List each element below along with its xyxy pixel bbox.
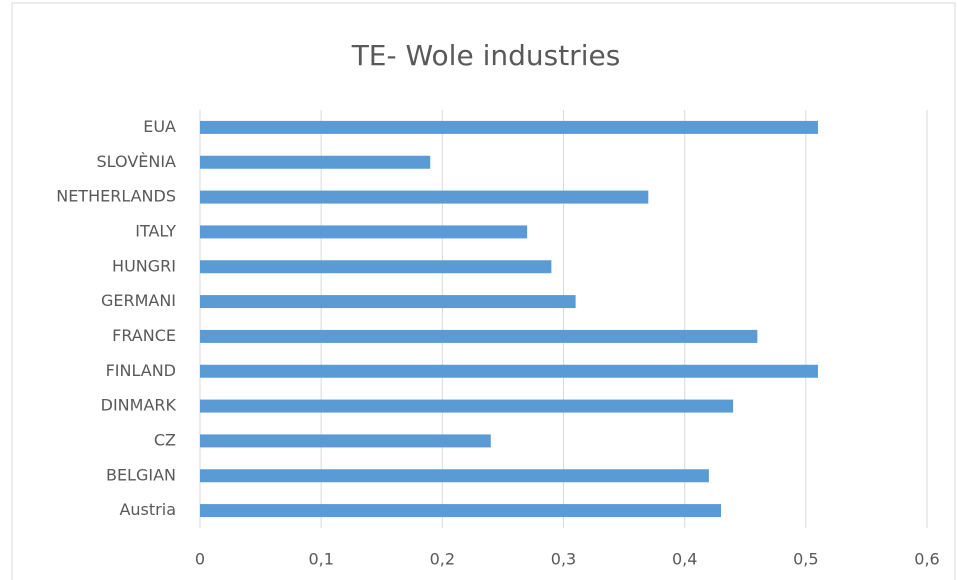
bar [200,155,431,169]
y-tick-label: NETHERLANDS [56,187,176,206]
chart-title: TE- Wole industries [351,39,621,72]
chart-frame [11,2,956,580]
y-tick-label: FRANCE [112,326,176,345]
y-tick-label: GERMANI [101,291,176,310]
bar [200,190,649,204]
bar [200,469,709,483]
x-tick-label: 0,6 [914,550,939,569]
bar [200,504,722,518]
bar [200,364,818,378]
x-tick-label: 0,1 [308,550,333,569]
y-tick-label: ITALY [135,221,176,240]
bar [200,295,576,309]
x-tick-label: 0,2 [430,550,455,569]
y-tick-label: DINMARK [101,396,177,415]
y-tick-label: Austria [119,500,176,519]
bar [200,225,528,239]
y-tick-label: BELGIAN [106,465,176,484]
bar [200,434,491,448]
bar [200,120,818,134]
y-tick-label: HUNGRI [112,256,176,275]
bar [200,399,734,413]
y-tick-label: CZ [154,430,176,449]
x-tick-label: 0,5 [793,550,818,569]
y-tick-label: EUA [143,117,176,136]
x-tick-label: 0,4 [672,550,697,569]
bar [200,329,758,343]
bar [200,260,552,274]
x-tick-label: 0 [195,550,205,569]
x-tick-label: 0,3 [551,550,576,569]
y-tick-label: SLOVÈNIA [97,152,177,171]
y-tick-label: FINLAND [106,361,176,380]
